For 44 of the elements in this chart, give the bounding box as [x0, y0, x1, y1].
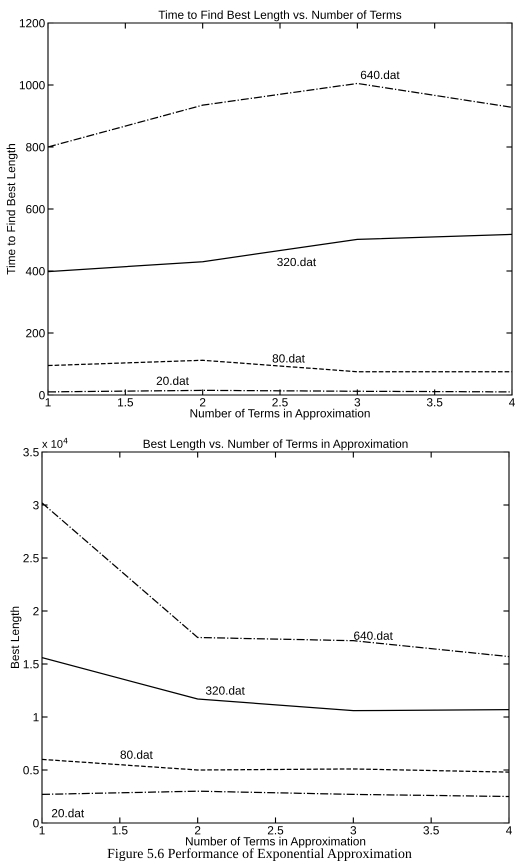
y-tick-label: 1000 — [20, 81, 45, 90]
x-tick-label: 1 — [46, 398, 51, 406]
text: x 10$^{4}$ — [42, 438, 68, 448]
series-label: 20.dat — [156, 376, 189, 385]
y-tick-label: 600 — [26, 205, 45, 214]
chart-title: Time to Find Best Length vs. Number of Terms — [158, 10, 402, 22]
y-tick-label: 0.5 — [23, 766, 39, 774]
x-tick-label: 3 — [350, 826, 356, 834]
x-tick-label: 4 — [508, 398, 515, 406]
y-tick-label: 400 — [26, 267, 45, 276]
x-tick-label: 3.5 — [426, 398, 442, 406]
x-tick-label: 2 — [194, 826, 200, 834]
y-axis-title: Best Length — [10, 606, 22, 668]
series-label: 320.dat — [277, 258, 316, 266]
x-tick-label: 3 — [354, 398, 360, 406]
x-tick-label: 3.5 — [423, 826, 439, 834]
y-tick-label: 2.5 — [23, 554, 39, 562]
chart-title: Best Length vs. Number of Terms in Approximation — [144, 439, 408, 450]
series-label: 80.dat — [272, 354, 305, 363]
y-tick-label: 0 — [39, 391, 45, 400]
x-tick-label: 1.5 — [112, 826, 128, 834]
x-tick-label: 2.5 — [268, 826, 284, 834]
y-tick-label: 2 — [33, 607, 39, 616]
y-tick-label: 1 — [34, 713, 39, 722]
x-tick-label: 4 — [506, 826, 512, 834]
y-tick-label: 3 — [33, 501, 39, 510]
x-tick-label: 2.5 — [272, 398, 288, 406]
series-label: 80.dat — [120, 750, 153, 759]
y-tick-label: 0 — [33, 819, 39, 828]
x-axis-title: Number of Terms in Approximation — [190, 408, 370, 420]
series-label: 640.dat — [360, 70, 400, 80]
x-tick-label: 1.5 — [118, 398, 134, 406]
y-tick-label: 800 — [26, 143, 45, 152]
caption: Figure 5.6 Performance of Exponential Approximation — [108, 848, 412, 861]
x-axis-title: Number of Terms in Approximation — [186, 836, 366, 848]
x-tick-label: 2 — [200, 398, 206, 406]
y-tick-label: 3.5 — [23, 448, 39, 456]
y-tick-label: 200 — [26, 329, 45, 338]
y-tick-label: 1200 — [20, 19, 45, 28]
series-label: 320.dat — [206, 686, 245, 695]
series-label: 640.dat — [354, 631, 393, 640]
series-label: 20.dat — [52, 808, 84, 818]
y-axis-title: Time to Find Best Length — [6, 144, 18, 274]
y-tick-label: 1.5 — [24, 660, 39, 668]
